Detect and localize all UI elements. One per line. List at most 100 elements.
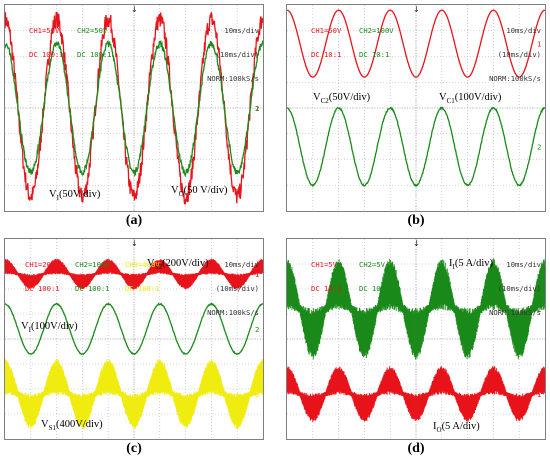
- channel-level-marker: 1: [255, 105, 259, 113]
- ch2-coupling: DC 100:1: [75, 284, 110, 293]
- ch1-scale: CH1=200V: [25, 260, 60, 269]
- scope-d: ↓ 1 2 CH1=5V DC 10:1 CH2=5V DC 100:1 10ms/…: [286, 238, 546, 440]
- caption-b: (b): [386, 213, 446, 229]
- series-vi-trace: [5, 302, 263, 356]
- ch1-header: CH1=50V DC 10:1: [311, 11, 341, 75]
- caption-text: (a): [125, 213, 143, 228]
- scope-a: ↓ 1 2 CH1=50V DC 100:1 CH2=50V DC 100:1 10…: [4, 4, 264, 212]
- channel-level-marker: 3: [255, 391, 259, 399]
- annotation-ii: II(5 A/div): [449, 258, 494, 272]
- scope-canvas: ↓12: [5, 5, 263, 211]
- annotation-vs1: VS1(400V/div): [41, 419, 103, 433]
- ch3-coupling: DC 100:1: [125, 284, 160, 293]
- ch1-scale: CH1=5V: [311, 260, 337, 269]
- annotation-io: IO(5 A/div): [433, 421, 480, 435]
- caption-c: (c): [104, 441, 164, 457]
- scope-canvas: ↓ 1 2: [287, 5, 545, 211]
- annotation-sub: S1: [48, 424, 56, 433]
- annotation-vc1: VC1(100V/div): [439, 92, 502, 106]
- settings-header: 10ms/div (10ms/div) NORM:100kS/s: [207, 11, 259, 99]
- ch3-header: CH3=400V DC 100:1: [125, 245, 160, 309]
- annotation-sub: I: [28, 326, 31, 335]
- timebase: 10ms/div: [506, 26, 541, 35]
- ch1-header: CH1=50V DC 100:1: [29, 11, 64, 75]
- caption-text: (c): [126, 441, 142, 456]
- ch3-scale: CH3=400V: [125, 260, 160, 269]
- scope-c: ↓ 1 2 3 CH1=200V DC 100:1 CH2=100V DC 100:1…: [4, 238, 264, 440]
- annotation-scale: (100V/div): [30, 321, 78, 332]
- ch2-scale: CH2=100V: [75, 260, 110, 269]
- ch2-header: CH2=5V DC 100:1: [359, 245, 394, 309]
- annotation-sub: O: [436, 426, 442, 435]
- caption-d: (d): [386, 441, 446, 457]
- channel-level-marker: 1: [255, 271, 259, 279]
- annotation-vs2: VS2(200V/div): [147, 258, 209, 272]
- ch2-scale: CH2=50V: [77, 26, 108, 35]
- ch1-coupling: DC 10:1: [311, 284, 342, 293]
- caption-text: (b): [407, 213, 425, 228]
- annotation-scale: (5 A/div): [454, 258, 494, 269]
- settings-header: 10ms/div (10ms/div) NORM:100kS/s: [489, 245, 541, 333]
- trigger-marker: ↓: [413, 5, 420, 14]
- series-vo-trace: [5, 39, 263, 178]
- annotation-vc2: VC2(50V/div): [313, 92, 371, 106]
- channel-level-marker: 2: [537, 144, 541, 152]
- timebase-zoom: (10ms/div): [497, 284, 541, 293]
- ch2-header: CH2=100V DC 100:1: [75, 245, 110, 309]
- annotation-vi: VI(100V/div): [21, 321, 78, 335]
- ch2-scale: CH2=100V: [359, 26, 394, 35]
- series-ii-trace: [287, 258, 545, 360]
- ch2-header: CH2=100V DC 10:1: [359, 11, 394, 75]
- annotation-scale: (50 V/div): [183, 185, 228, 196]
- annotation-sub: C1: [446, 97, 455, 106]
- annotation-scale: (50V/div): [328, 92, 371, 103]
- timebase: 10ms/div: [224, 26, 259, 35]
- ch2-coupling: DC 100:1: [359, 284, 394, 293]
- annotation-sub: I: [56, 194, 59, 203]
- ch1-coupling: DC 100:1: [29, 50, 64, 59]
- ch1-scale: CH1=50V: [29, 26, 60, 35]
- annotation-scale: (400V/div): [56, 419, 103, 430]
- annotation-scale: (100V/div): [454, 92, 502, 103]
- annotation-vi: VI(50V/div): [49, 189, 101, 203]
- annotation-scale: (50V/div): [58, 189, 101, 200]
- channel-level-marker: 2: [255, 326, 259, 334]
- annotation-sub: C2: [320, 97, 329, 106]
- timebase-zoom: (10ms/div): [497, 50, 541, 59]
- ch2-header: CH2=50V DC 100:1: [77, 11, 112, 75]
- caption-text: (d): [407, 441, 425, 456]
- channel-level-marker: 2: [537, 306, 541, 314]
- trigger-marker: ↓: [413, 239, 420, 248]
- annotation-scale: (200V/div): [162, 258, 209, 269]
- series-vi-trace: [5, 11, 263, 205]
- ch1-coupling: DC 10:1: [311, 50, 342, 59]
- scope-canvas: ↓ 1 2: [287, 239, 545, 439]
- channel-level-marker: 1: [537, 391, 541, 399]
- ch1-header: CH1=200V DC 100:1: [25, 245, 60, 309]
- sample-rate: NORM:100kS/s: [207, 74, 259, 83]
- annotation-sub: S2: [154, 263, 162, 272]
- ch2-coupling: DC 10:1: [359, 50, 390, 59]
- ch1-scale: CH1=50V: [311, 26, 342, 35]
- caption-a: (a): [104, 213, 164, 229]
- timebase-zoom: (10ms/div): [215, 50, 259, 59]
- timebase: 10ms/div: [224, 260, 259, 269]
- ch1-header: CH1=5V DC 10:1: [311, 245, 341, 309]
- ch1-coupling: DC 100:1: [25, 284, 60, 293]
- scope-canvas: ↓ 1 2 3: [5, 239, 263, 439]
- annotation-scale: (5 A/div): [441, 421, 480, 432]
- annotation-vo: VO(50 V/div): [171, 185, 228, 199]
- series-vs1-trace: [5, 358, 263, 430]
- trigger-marker: ↓: [131, 239, 138, 248]
- channel-level-marker: 1: [537, 41, 541, 49]
- timebase: 10ms/div: [506, 260, 541, 269]
- sample-rate: NORM:100kS/s: [207, 308, 259, 317]
- settings-header: 10ms/div (10ms/div) NORM:100kS/s: [207, 245, 259, 333]
- scope-b: ↓ 1 2 CH1=50V DC 10:1 CH2=100V DC 10:1 10m…: [286, 4, 546, 212]
- sample-rate: NORM:100kS/s: [489, 74, 541, 83]
- series-io-trace: [287, 366, 545, 422]
- series-vc1-trace: [287, 106, 545, 188]
- series-vs2-trace: [5, 258, 263, 290]
- channel-level-marker: 2: [255, 105, 259, 113]
- annotation-sub: I: [452, 263, 455, 272]
